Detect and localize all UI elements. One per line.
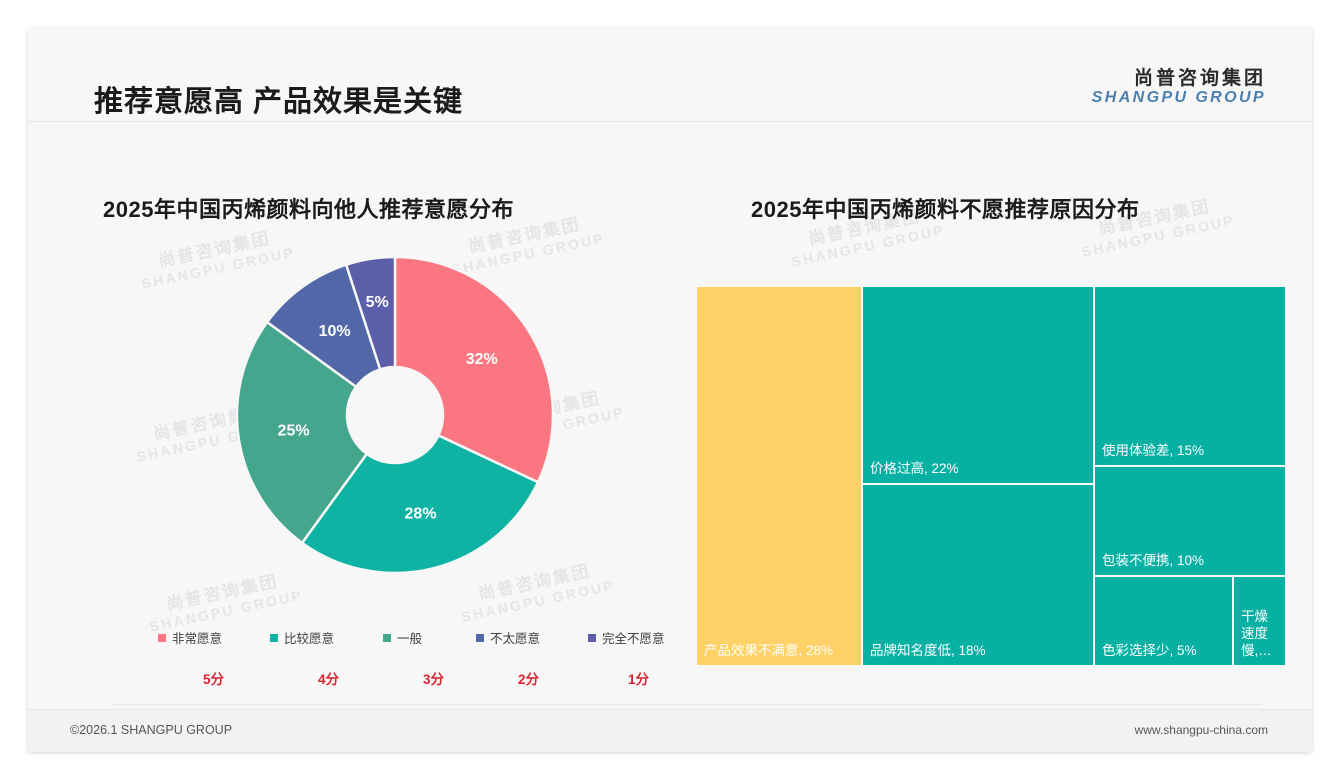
watermark-en: SHANGPU GROUP <box>460 576 617 625</box>
donut-slice-label: 28% <box>405 506 437 523</box>
legend-swatch-icon <box>158 633 166 642</box>
footer-bar: ©2026.1 SHANGPU GROUP www.shangpu-china.… <box>28 709 1312 752</box>
donut-slice-labels: 32% 28% 25% 10% 5% <box>278 294 498 523</box>
score-label: 5分 <box>203 672 225 687</box>
score-label: 4分 <box>318 672 340 687</box>
donut-slice-label: 5% <box>366 294 389 311</box>
treemap-cell-label: 包装不便携, 10% <box>1102 553 1205 569</box>
treemap-cell[interactable]: 包装不便携, 10% <box>1094 466 1286 576</box>
treemap-cell[interactable]: 干燥速度慢,… <box>1233 576 1286 666</box>
slide-header: 推荐意愿高 产品效果是关键 尚普咨询集团 SHANGPU GROUP <box>28 28 1312 118</box>
website-link[interactable]: www.shangpu-china.com <box>1134 723 1268 737</box>
legend-item[interactable]: 不太愿意 <box>476 628 540 647</box>
treemap-cell[interactable]: 价格过高, 22% <box>862 286 1094 484</box>
legend-swatch-icon <box>476 633 484 642</box>
logo-text-en: SHANGPU GROUP <box>1091 89 1266 107</box>
donut-slice[interactable] <box>393 255 555 484</box>
legend-swatch-icon <box>383 633 391 642</box>
donut-legend: 非常愿意 比较愿意 一般 不太愿意 完全不愿意 <box>158 628 665 652</box>
score-label: 3分 <box>423 672 445 687</box>
donut-hole <box>347 367 443 463</box>
legend-label: 不太愿意 <box>490 632 541 646</box>
legend-label: 比较愿意 <box>284 632 335 646</box>
legend-label: 一般 <box>397 632 423 646</box>
donut-score-row: 5分 4分 3分 2分 1分 <box>158 668 658 690</box>
donut-slices[interactable] <box>235 255 555 575</box>
legend-item[interactable]: 一般 <box>383 628 422 647</box>
copyright-text: ©2026.1 SHANGPU GROUP <box>70 723 233 737</box>
treemap-cell-label: 使用体验差, 15% <box>1102 443 1205 459</box>
page-title: 推荐意愿高 产品效果是关键 <box>94 86 464 118</box>
legend-swatch-icon <box>270 633 278 642</box>
treemap-cell-label: 色彩选择少, 5% <box>1102 643 1197 659</box>
logo-text-cn: 尚普咨询集团 <box>1133 68 1266 89</box>
donut-chart-svg: 32% 28% 25% 10% 5% <box>235 255 555 575</box>
treemap-chart: 产品效果不满意, 28% 价格过高, 22% 品牌知名度低, 18% 使用体验差, 1… <box>696 286 1286 666</box>
donut-slice-label: 25% <box>278 422 310 439</box>
treemap-cell-label: 干燥速度慢,… <box>1241 609 1272 659</box>
legend-swatch-icon <box>588 633 596 642</box>
legend-item[interactable]: 完全不愿意 <box>588 628 665 647</box>
score-label: 1分 <box>628 672 650 687</box>
donut-slice-label: 10% <box>319 323 351 340</box>
left-chart-title: 2025年中国丙烯颜料向他人推荐意愿分布 <box>103 197 514 222</box>
legend-item[interactable]: 比较愿意 <box>270 628 334 647</box>
watermark-en: SHANGPU GROUP <box>790 221 947 270</box>
right-chart-title: 2025年中国丙烯颜料不愿推荐原因分布 <box>751 197 1140 222</box>
donut-chart: 32% 28% 25% 10% 5% <box>235 255 555 575</box>
treemap-cell-label: 品牌知名度低, 18% <box>870 643 986 659</box>
legend-label: 非常愿意 <box>172 632 223 646</box>
donut-slice[interactable] <box>300 433 540 575</box>
score-label: 2分 <box>518 672 540 687</box>
donut-slice-label: 32% <box>466 351 498 368</box>
watermark: 尚普咨询集团 SHANGPU GROUP <box>144 567 305 635</box>
legend-label: 完全不愿意 <box>602 632 665 646</box>
treemap-cell-label: 价格过高, 22% <box>870 461 959 477</box>
treemap-cell[interactable]: 色彩选择少, 5% <box>1094 576 1233 666</box>
brand-logo: 尚普咨询集团 SHANGPU GROUP <box>1092 68 1266 107</box>
slide-canvas: 尚普咨询集团 SHANGPU GROUP 尚普咨询集团 SHANGPU GROU… <box>28 28 1312 752</box>
treemap-cell-label: 产品效果不满意, 28% <box>704 643 834 659</box>
treemap-cell[interactable]: 产品效果不满意, 28% <box>696 286 862 666</box>
treemap-cell[interactable]: 使用体验差, 15% <box>1094 286 1286 466</box>
header-divider <box>28 121 1312 122</box>
legend-item[interactable]: 非常愿意 <box>158 628 222 647</box>
treemap-cell[interactable]: 品牌知名度低, 18% <box>862 484 1094 666</box>
